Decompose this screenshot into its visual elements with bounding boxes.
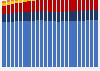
Bar [73,21,77,67]
Bar [57,12,60,22]
Bar [65,12,68,21]
Bar [7,22,10,67]
Bar [15,21,18,67]
Bar [65,0,68,12]
Bar [73,11,77,21]
Bar [11,13,14,22]
Bar [90,20,93,67]
Bar [15,13,18,21]
Bar [86,0,89,10]
Bar [44,21,48,67]
Bar [65,21,68,67]
Bar [40,11,43,20]
Bar [15,0,18,1]
Bar [44,0,48,11]
Bar [19,3,22,12]
Bar [19,21,22,67]
Bar [40,0,43,11]
Bar [36,11,39,20]
Bar [73,0,77,11]
Bar [86,20,89,67]
Bar [32,0,35,1]
Bar [23,21,27,67]
Bar [7,2,10,5]
Bar [44,11,48,21]
Bar [48,0,52,12]
Bar [90,10,93,20]
Bar [7,0,10,2]
Bar [32,1,35,12]
Bar [61,12,64,22]
Bar [15,3,18,13]
Bar [23,12,27,21]
Bar [52,0,56,12]
Bar [15,1,18,3]
Bar [57,22,60,67]
Bar [28,21,31,67]
Bar [90,0,93,10]
Bar [48,21,52,67]
Bar [28,0,31,1]
Bar [36,20,39,67]
Bar [94,10,98,20]
Bar [2,3,6,6]
Bar [48,12,52,21]
Bar [94,0,98,10]
Bar [2,1,6,3]
Bar [11,4,14,13]
Bar [23,0,27,2]
Bar [2,14,6,22]
Bar [94,20,98,67]
Bar [78,21,81,67]
Bar [28,1,31,12]
Bar [32,21,35,67]
Bar [2,6,6,14]
Bar [32,12,35,21]
Bar [19,12,22,21]
Bar [11,0,14,1]
Bar [52,21,56,67]
Bar [82,0,85,11]
Bar [11,22,14,67]
Bar [57,0,60,12]
Bar [61,0,64,12]
Bar [82,11,85,21]
Bar [2,22,6,67]
Bar [69,21,72,67]
Bar [23,2,27,12]
Bar [86,10,89,20]
Bar [82,21,85,67]
Bar [40,20,43,67]
Bar [19,0,22,3]
Bar [78,0,81,11]
Bar [7,5,10,14]
Bar [11,1,14,4]
Bar [78,11,81,21]
Bar [61,22,64,67]
Bar [28,12,31,21]
Bar [52,12,56,21]
Bar [36,0,39,11]
Bar [69,0,72,11]
Bar [69,11,72,21]
Bar [7,14,10,22]
